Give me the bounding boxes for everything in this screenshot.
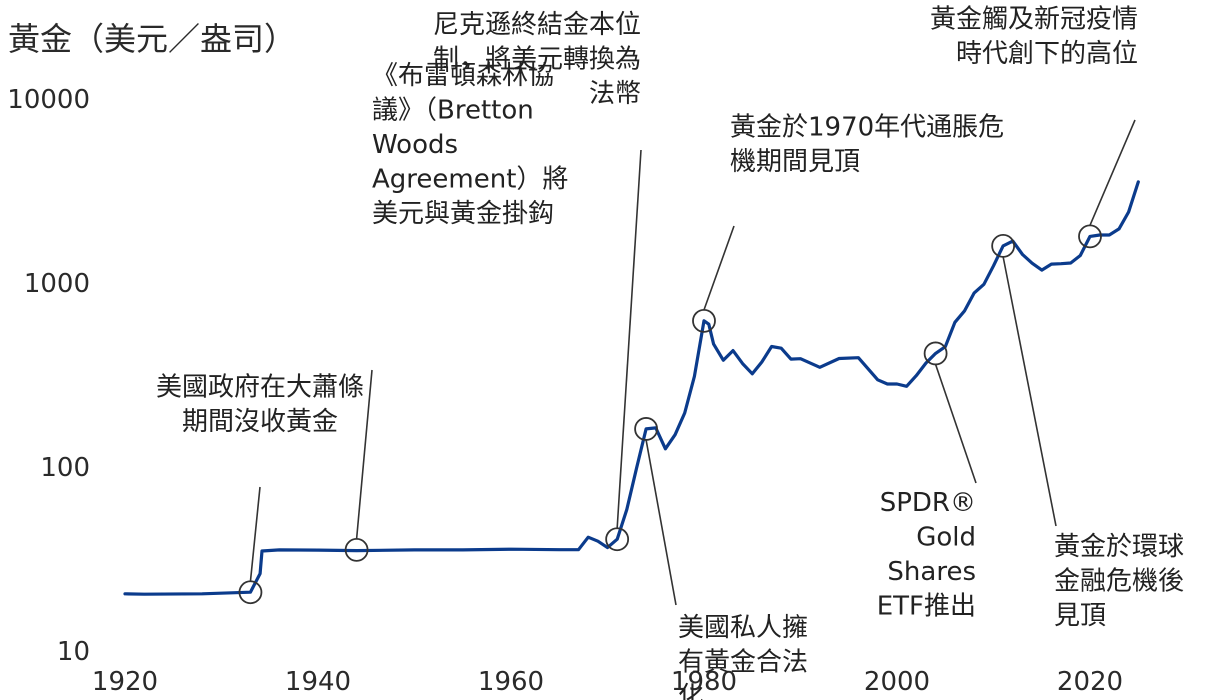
x-tick-label: 2000: [864, 667, 930, 697]
annotation-label: 化: [678, 682, 704, 700]
annotation-leader: [249, 486, 261, 582]
annotation-leader: [703, 225, 735, 311]
annotation-leader: [645, 439, 677, 606]
annotation-label: 美國政府在大蕭條: [156, 373, 364, 403]
annotation-leader: [934, 364, 977, 484]
annotation-label: Gold: [916, 523, 976, 553]
chart-title: 黃金（美元／盎司）: [8, 20, 296, 58]
annotation-marker: [344, 537, 369, 562]
annotation-label: ETF推出: [877, 592, 976, 622]
annotation-label: 機期間見頂: [730, 147, 860, 177]
annotation-leader: [355, 369, 373, 539]
x-tick-label: 1920: [92, 667, 158, 697]
annotation-marker: [605, 527, 630, 552]
annotation-label: 《布雷頓森林協: [372, 61, 554, 91]
x-tick-label: 2020: [1057, 667, 1123, 697]
annotation-leader: [1002, 256, 1057, 527]
annotation-label: 黃金觸及新冠疫情: [930, 5, 1138, 35]
y-axis-ticks: 10 100 1000 10000: [7, 85, 90, 667]
y-tick-label: 100: [40, 453, 90, 483]
annotation-label: 黃金於環球: [1054, 532, 1184, 562]
annotation-label: 美元與黃金掛鈎: [372, 199, 554, 229]
annotation-label: 時代創下的高位: [956, 39, 1138, 69]
annotation-label: Shares: [887, 557, 976, 587]
x-axis-ticks: 1920 1940 1960 1980 2000 2020: [92, 667, 1123, 697]
annotation-marker: [991, 233, 1016, 258]
annotation-marker: [238, 580, 263, 605]
annotation-label: 美國私人擁: [678, 613, 808, 643]
x-tick-label: 1960: [478, 667, 544, 697]
annotation-label: 議》（Bretton: [372, 96, 534, 126]
annotation-label: 黃金於1970年代通脹危: [730, 113, 1004, 143]
annotation-marker: [692, 308, 716, 333]
annotation-leader: [1089, 119, 1136, 226]
annotation-marker: [923, 341, 948, 366]
annotation-label: 金融危機後: [1054, 567, 1184, 597]
x-tick-label: 1940: [285, 667, 351, 697]
y-tick-label: 10000: [7, 85, 90, 115]
annotation-label: SPDR®: [880, 488, 976, 518]
annotation-leader: [616, 149, 642, 529]
annotation-label: Agreement）將: [372, 165, 568, 195]
y-tick-label: 10: [57, 637, 90, 667]
annotation-label: Woods: [372, 130, 458, 160]
annotation-label: 期間沒收黃金: [182, 407, 338, 437]
annotation-label: 法幣: [589, 79, 641, 109]
annotation-label: 尼克遜終結金本位: [433, 10, 641, 40]
annotation-marker: [1078, 224, 1102, 249]
annotation-marker: [634, 417, 658, 441]
annotation-label: 見頂: [1054, 601, 1106, 631]
annotation-markers: [238, 224, 1102, 605]
gold-price-line: [123, 180, 1140, 596]
x-tick-label: 1980: [671, 667, 737, 697]
y-tick-label: 1000: [24, 269, 90, 299]
annotation-label: 制，將美元轉換為: [433, 45, 641, 75]
annotation-label: 有黃金合法: [678, 648, 808, 678]
annotation-leaders: [249, 119, 1136, 606]
